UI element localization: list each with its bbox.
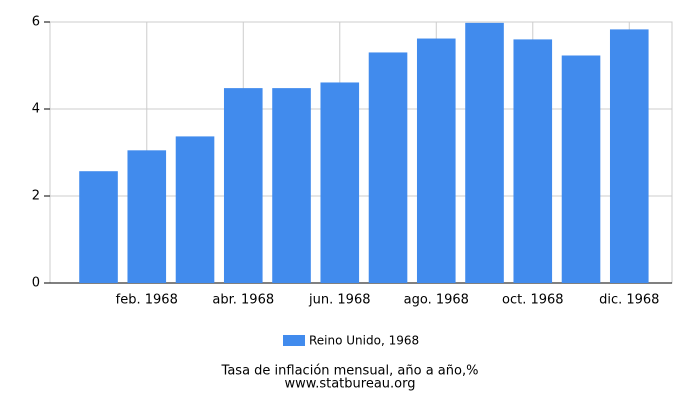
chart-title: Tasa de inflación mensual, año a año,% [221,364,479,379]
legend-swatch [283,335,305,346]
y-tick-label: 4 [32,102,40,117]
bar [368,52,408,284]
bar [465,22,504,284]
x-tick-label: abr. 1968 [212,293,274,308]
bar [272,88,311,284]
y-tick-label: 6 [32,15,40,30]
x-tick-label: oct. 1968 [502,293,564,308]
x-tick-label: dic. 1968 [599,293,659,308]
bar [175,136,215,283]
x-tick-label: ago. 1968 [404,293,469,308]
source: www.statbureau.org [285,377,416,392]
legend-label: Reino Unido, 1968 [309,334,419,348]
bar [513,39,553,284]
x-tick-label: jun. 1968 [308,293,370,308]
y-tick-label: 2 [32,189,40,204]
bar [223,88,263,284]
bar [609,29,649,283]
bar [561,55,601,284]
y-tick-label: 0 [32,276,40,291]
x-tick-label: feb. 1968 [116,293,178,308]
bar [79,171,118,283]
bar [320,82,360,283]
bar [416,38,456,283]
bar [127,150,167,283]
